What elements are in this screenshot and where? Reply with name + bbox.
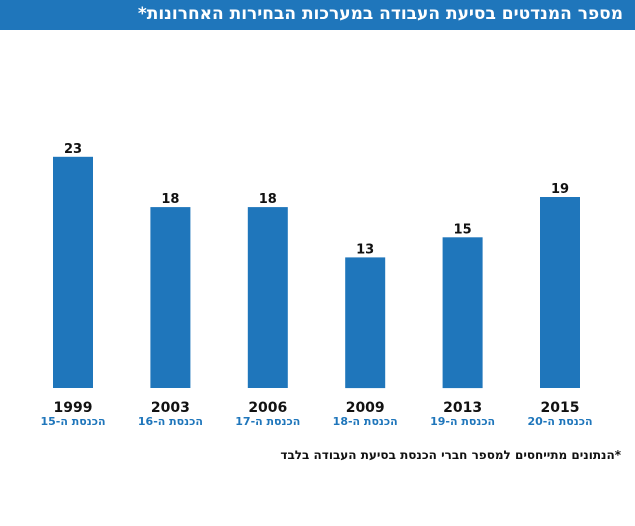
data-label-2006: 18 [259,192,277,207]
x-sublabel-2009: הכנסת ה-18 [333,415,398,428]
bar-2006 [247,207,288,388]
bar-2013 [442,237,483,389]
x-tick-label-2015: 2015 [541,400,580,416]
data-label-2003: 18 [161,192,179,207]
bar-2009 [345,257,386,389]
chart-title: מספר המנדטים בסיעת העבודה במערכות הבחירו… [137,4,623,24]
x-sublabel-2006: הכנסת ה-17 [235,415,300,428]
data-label-2009: 13 [356,242,374,257]
x-tick-label-1999: 1999 [54,400,93,416]
footnote: *הנתונים מתייחסים למספר חברי הכנסת בסיעת… [280,448,621,462]
data-label-1999: 23 [64,142,82,157]
data-label-2013: 15 [454,222,472,237]
title-bar: מספר המנדטים בסיעת העבודה במערכות הבחירו… [0,0,635,30]
x-tick-label-2013: 2013 [443,400,482,416]
bar-1999 [53,156,93,388]
x-tick-label-2009: 2009 [346,400,385,416]
data-label-2015: 19 [551,182,569,197]
bar-2003 [150,207,191,388]
x-sublabel-2003: הכנסת ה-16 [138,415,203,428]
x-sublabel-2013: הכנסת ה-19 [430,415,495,428]
x-tick-label-2003: 2003 [151,400,190,416]
x-tick-label-2006: 2006 [248,400,287,416]
x-sublabel-1999: הכנסת ה-15 [40,415,105,428]
bar-2015 [540,197,580,388]
x-sublabel-2015: הכנסת ה-20 [527,415,592,428]
